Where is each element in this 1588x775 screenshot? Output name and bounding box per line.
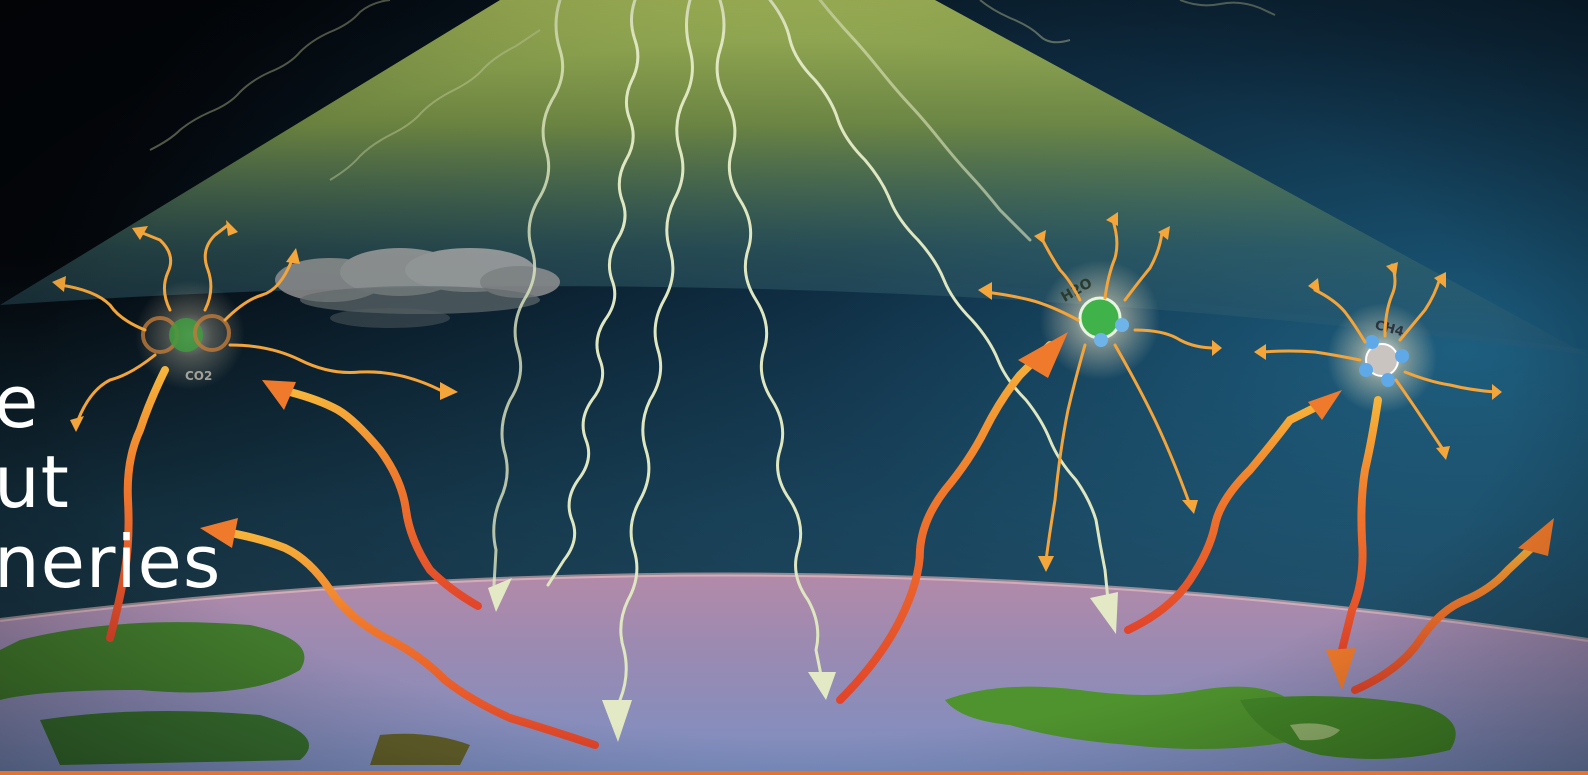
headline-line-1: e (0, 360, 40, 444)
bottom-accent-rule (0, 771, 1588, 775)
headline-line-3: neries (0, 520, 222, 604)
headline-line-2: ut (0, 440, 70, 524)
headline: e ut neries (0, 362, 221, 602)
